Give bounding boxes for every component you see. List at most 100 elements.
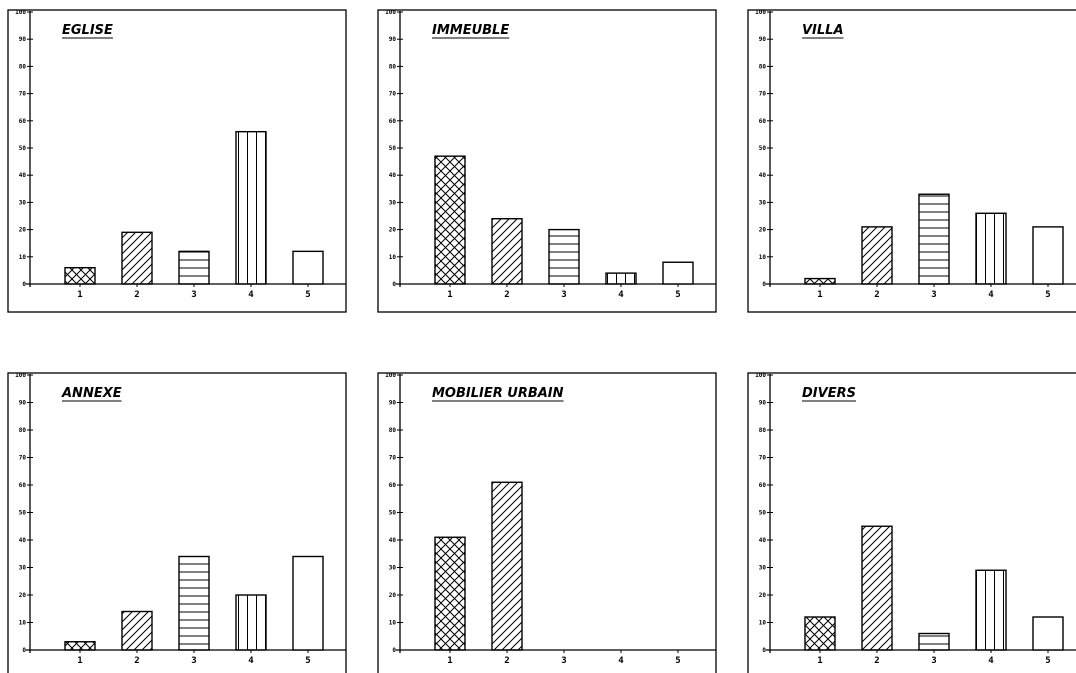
x-tick-label: 4	[618, 656, 624, 666]
bar-4	[235, 594, 267, 651]
bar-1	[804, 616, 836, 651]
y-tick-label: 80	[19, 427, 27, 434]
x-tick-label: 4	[248, 656, 254, 666]
y-tick-label: 20	[19, 227, 27, 234]
y-tick-label: 90	[389, 400, 397, 407]
bar-2	[491, 481, 523, 651]
panel-frame	[7, 372, 347, 673]
y-tick-label: 0	[762, 647, 766, 654]
x-tick-label: 1	[447, 656, 452, 666]
panel-frame	[7, 9, 347, 313]
y-tick-label: 80	[389, 427, 397, 434]
x-tick-label: 3	[191, 290, 196, 300]
y-tick-label: 60	[19, 482, 27, 489]
y-tick-label: 40	[759, 172, 767, 179]
bar-1	[804, 277, 836, 285]
y-tick-label: 60	[389, 482, 397, 489]
x-tick-label: 1	[77, 656, 82, 666]
y-tick-label: 50	[759, 510, 767, 517]
y-tick-label: 40	[389, 172, 397, 179]
bar-4	[605, 272, 637, 285]
y-tick-label: 20	[19, 592, 27, 599]
y-tick-label: 20	[389, 227, 397, 234]
x-tick-label: 3	[931, 656, 936, 666]
y-tick-label: 10	[19, 254, 27, 261]
y-tick-label: 100	[755, 9, 766, 16]
y-tick-label: 10	[389, 254, 397, 261]
y-tick-label: 0	[762, 281, 766, 288]
y-tick-label: 0	[392, 647, 396, 654]
bar-2	[121, 231, 153, 285]
y-tick-label: 90	[389, 36, 397, 43]
x-tick-label: 4	[988, 290, 994, 300]
x-tick-label: 2	[874, 290, 879, 300]
chart-panel-1: 0 10 20 30 40 50 60 70 80 90 100 EGLISE 1 2 3 4 5	[7, 9, 347, 313]
chart-title: ANNEXE	[61, 386, 122, 401]
bar-4	[975, 212, 1007, 285]
chart-title: VILLA	[802, 23, 844, 38]
y-tick-label: 30	[759, 565, 767, 572]
chart-title: DIVERS	[802, 386, 856, 401]
y-tick-label: 40	[19, 172, 27, 179]
chart-title: IMMEUBLE	[432, 23, 509, 38]
panel-frame	[377, 9, 717, 313]
bar-2	[121, 610, 153, 651]
y-tick-label: 0	[22, 647, 26, 654]
x-tick-label: 5	[675, 656, 680, 666]
bar-3	[918, 632, 950, 651]
x-tick-label: 5	[305, 656, 310, 666]
y-tick-label: 20	[759, 592, 767, 599]
chart-panel-6: 0 10 20 30 40 50 60 70 80 90 100 DIVERS 1 2 3 4 5	[747, 372, 1076, 673]
y-tick-label: 20	[759, 227, 767, 234]
y-tick-label: 60	[19, 118, 27, 125]
bar-3	[918, 193, 950, 285]
x-tick-label: 3	[561, 656, 566, 666]
y-tick-label: 70	[759, 455, 767, 462]
bar-4	[235, 130, 267, 285]
y-tick-label: 30	[19, 199, 27, 206]
y-tick-label: 0	[22, 281, 26, 288]
y-tick-label: 20	[389, 592, 397, 599]
x-tick-label: 5	[305, 290, 310, 300]
x-tick-label: 2	[134, 290, 139, 300]
x-tick-label: 5	[1045, 656, 1050, 666]
y-tick-label: 10	[759, 620, 767, 627]
x-tick-label: 2	[134, 656, 139, 666]
bar-5	[292, 555, 324, 651]
x-tick-label: 5	[675, 290, 680, 300]
y-tick-label: 40	[19, 537, 27, 544]
bar-5	[1032, 226, 1064, 285]
y-tick-label: 50	[19, 510, 27, 517]
bar-5	[292, 250, 324, 285]
y-tick-label: 10	[19, 620, 27, 627]
chart-panel-4: 0 10 20 30 40 50 60 70 80 90 100 ANNEXE 1 2 3 4 5	[7, 372, 347, 673]
bar-1	[434, 536, 466, 651]
y-tick-label: 60	[759, 482, 767, 489]
y-tick-label: 60	[759, 118, 767, 125]
panel-frame	[747, 372, 1076, 673]
x-tick-label: 2	[504, 656, 509, 666]
chart-panel-5: 0 10 20 30 40 50 60 70 80 90 100 MOBILIER URBAIN 1 2 3…	[377, 372, 717, 673]
bar-1	[434, 155, 466, 285]
y-tick-label: 60	[389, 118, 397, 125]
y-tick-label: 40	[759, 537, 767, 544]
y-tick-label: 0	[392, 281, 396, 288]
y-tick-label: 90	[19, 400, 27, 407]
bar-5	[1032, 616, 1064, 651]
y-tick-label: 80	[19, 63, 27, 70]
y-tick-label: 50	[389, 145, 397, 152]
chart-title: EGLISE	[62, 23, 113, 38]
y-tick-label: 80	[759, 63, 767, 70]
x-tick-label: 1	[77, 290, 82, 300]
y-tick-label: 70	[389, 455, 397, 462]
y-tick-label: 80	[759, 427, 767, 434]
x-tick-label: 3	[191, 656, 196, 666]
x-tick-label: 4	[618, 290, 624, 300]
x-tick-label: 3	[561, 290, 566, 300]
bar-2	[861, 226, 893, 285]
y-tick-label: 90	[759, 36, 767, 43]
x-tick-label: 3	[931, 290, 936, 300]
bar-4	[975, 569, 1007, 651]
y-tick-label: 90	[19, 36, 27, 43]
x-tick-label: 4	[988, 656, 994, 666]
